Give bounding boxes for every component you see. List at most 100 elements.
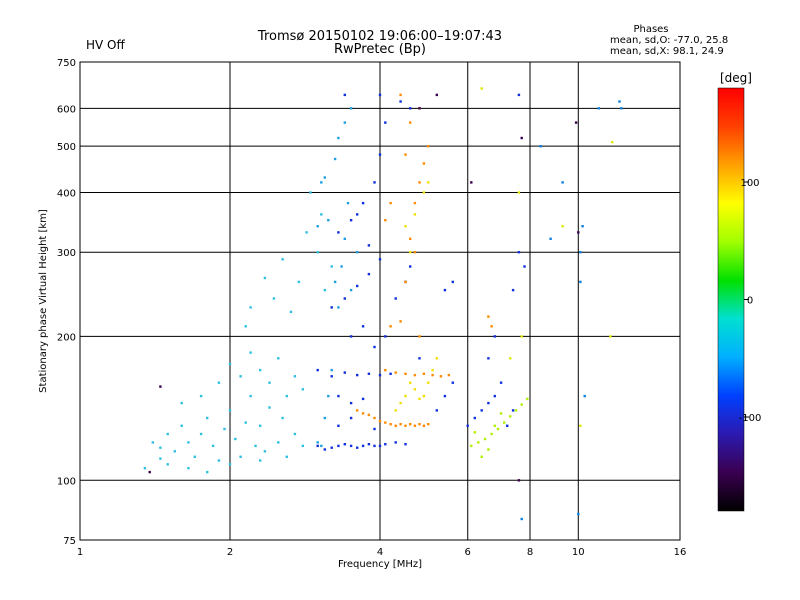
data-point bbox=[217, 381, 221, 384]
colorbar-tick-label: 100 bbox=[740, 178, 759, 189]
data-point bbox=[228, 463, 232, 466]
x-tick-label: 8 bbox=[527, 547, 533, 558]
data-point bbox=[323, 176, 326, 179]
data-point bbox=[483, 437, 487, 441]
colorbar bbox=[717, 87, 745, 512]
data-point bbox=[427, 145, 430, 148]
data-point bbox=[517, 93, 521, 97]
data-point bbox=[259, 368, 262, 372]
data-point bbox=[148, 470, 151, 474]
data-point bbox=[373, 444, 376, 448]
data-point bbox=[443, 394, 447, 398]
data-point bbox=[378, 419, 382, 423]
data-point bbox=[349, 219, 353, 222]
data-point bbox=[343, 371, 346, 374]
data-point bbox=[166, 463, 169, 466]
data-point bbox=[259, 424, 262, 427]
data-point bbox=[316, 441, 319, 444]
data-point bbox=[451, 381, 454, 384]
y-tick-label: 100 bbox=[57, 476, 76, 487]
data-point bbox=[480, 409, 483, 412]
data-point bbox=[159, 457, 162, 460]
data-point bbox=[597, 107, 601, 110]
data-point bbox=[470, 181, 473, 184]
data-point bbox=[367, 443, 371, 446]
data-point bbox=[244, 325, 247, 328]
data-point bbox=[447, 373, 451, 377]
data-point bbox=[361, 444, 365, 448]
data-point bbox=[143, 467, 147, 470]
data-point bbox=[503, 421, 506, 424]
data-point bbox=[228, 362, 232, 366]
data-point bbox=[418, 397, 421, 401]
data-point bbox=[409, 121, 412, 124]
data-point bbox=[394, 424, 397, 427]
data-point bbox=[499, 412, 503, 415]
data-point bbox=[520, 335, 523, 338]
data-point bbox=[506, 424, 509, 427]
data-point bbox=[422, 162, 426, 165]
data-point bbox=[409, 265, 412, 268]
data-point bbox=[389, 372, 392, 375]
colorbar-ticks: 100 0 -100 bbox=[739, 178, 762, 424]
data-point bbox=[404, 280, 407, 284]
hv-status: HV Off bbox=[86, 38, 125, 52]
data-point bbox=[511, 409, 515, 412]
data-point bbox=[361, 397, 365, 401]
data-point bbox=[223, 427, 226, 431]
data-point bbox=[399, 93, 402, 97]
data-point bbox=[523, 265, 526, 268]
data-point bbox=[384, 335, 387, 338]
data-point bbox=[330, 375, 333, 378]
data-point bbox=[330, 368, 333, 372]
data-point bbox=[384, 219, 387, 222]
data-point bbox=[327, 219, 330, 222]
data-point bbox=[349, 107, 353, 110]
data-point bbox=[517, 479, 521, 482]
data-point bbox=[309, 191, 312, 194]
data-point bbox=[389, 325, 392, 328]
data-point bbox=[249, 351, 252, 354]
data-point bbox=[404, 372, 407, 375]
data-point bbox=[514, 409, 518, 412]
data-point bbox=[187, 467, 190, 470]
x-tick-label: 2 bbox=[227, 547, 233, 558]
data-point bbox=[389, 423, 392, 426]
data-point bbox=[577, 512, 580, 516]
data-point bbox=[473, 416, 476, 420]
data-point bbox=[259, 459, 262, 462]
data-point bbox=[493, 335, 496, 338]
data-point bbox=[480, 87, 483, 90]
data-point bbox=[249, 306, 252, 309]
data-point bbox=[151, 441, 154, 444]
stats-line-o: mean, sd,O: -77.0, 25.8 bbox=[610, 35, 728, 46]
data-point bbox=[173, 450, 176, 453]
data-point bbox=[490, 325, 493, 328]
data-point bbox=[180, 401, 183, 405]
data-point bbox=[361, 412, 365, 415]
data-point bbox=[611, 140, 614, 144]
x-tick-label: 1 bbox=[77, 547, 83, 558]
data-point bbox=[337, 424, 340, 427]
data-point bbox=[409, 381, 412, 384]
data-point bbox=[367, 372, 371, 375]
data-point bbox=[316, 444, 319, 448]
data-point bbox=[477, 441, 480, 444]
data-point bbox=[620, 107, 623, 110]
data-point bbox=[526, 397, 529, 401]
data-point bbox=[399, 423, 402, 426]
data-point bbox=[549, 237, 552, 240]
data-point bbox=[333, 280, 337, 284]
data-point bbox=[297, 280, 301, 284]
data-point bbox=[373, 345, 376, 349]
data-point bbox=[493, 424, 496, 427]
data-point bbox=[618, 100, 621, 103]
data-point bbox=[378, 444, 382, 448]
data-point bbox=[487, 315, 490, 318]
data-point bbox=[159, 446, 162, 449]
data-point bbox=[404, 153, 407, 156]
data-point bbox=[316, 251, 319, 254]
data-point bbox=[206, 470, 209, 474]
data-point bbox=[340, 265, 343, 268]
data-point bbox=[431, 373, 434, 377]
